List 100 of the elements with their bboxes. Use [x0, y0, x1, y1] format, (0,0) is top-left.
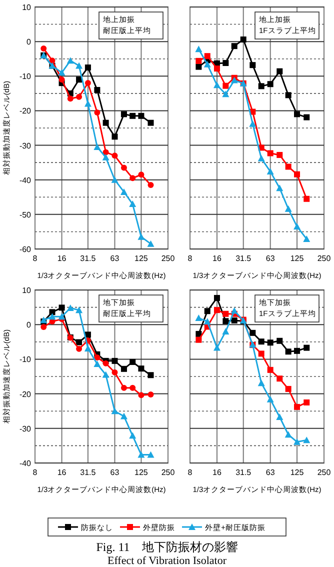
- x-tick-label: 31.5: [80, 254, 96, 263]
- point: [148, 391, 154, 398]
- point: [138, 451, 145, 458]
- point: [195, 314, 202, 322]
- x-tick-label: 63: [110, 254, 120, 263]
- point: [102, 120, 109, 126]
- point: [129, 200, 136, 208]
- point: [138, 172, 144, 178]
- point: [285, 386, 292, 392]
- point: [49, 309, 56, 316]
- point: [304, 399, 310, 406]
- point: [112, 134, 118, 140]
- y-tick-label: -40: [19, 459, 32, 468]
- point: [76, 339, 82, 346]
- point: [267, 366, 274, 373]
- point: [294, 438, 301, 445]
- x-tick-label: 31.5: [80, 468, 96, 477]
- point: [76, 306, 83, 314]
- point: [284, 431, 292, 438]
- x-tick-label: 16: [212, 254, 222, 263]
- point: [102, 154, 110, 160]
- point: [130, 384, 136, 391]
- point: [231, 43, 238, 50]
- point: [258, 350, 264, 357]
- point: [303, 235, 310, 242]
- point: [112, 369, 118, 376]
- x-tick-label: 125: [134, 468, 148, 477]
- point: [66, 304, 74, 311]
- x-tick-label: 250: [317, 254, 332, 263]
- point: [240, 36, 246, 42]
- y-tick-label: -20: [19, 390, 32, 399]
- point: [276, 376, 283, 382]
- point: [129, 432, 136, 439]
- point: [214, 307, 220, 314]
- point: [120, 164, 127, 171]
- point: [285, 348, 292, 355]
- point: [76, 62, 83, 69]
- point: [102, 371, 110, 378]
- x-tick-label: 31.5: [236, 468, 252, 477]
- point: [304, 344, 310, 351]
- point: [48, 313, 56, 320]
- x-tick-label: 16: [212, 468, 222, 477]
- y-tick-label: -40: [19, 176, 32, 185]
- point: [102, 360, 109, 366]
- point: [148, 372, 154, 378]
- point: [276, 68, 283, 74]
- point: [285, 92, 292, 98]
- x-tick-label: 8: [188, 468, 193, 477]
- y-tick-label: -60: [19, 245, 32, 254]
- point: [231, 317, 238, 324]
- y-tick-label: -10: [19, 355, 32, 364]
- x-tick-label: 125: [290, 468, 304, 477]
- point: [67, 96, 74, 102]
- point: [222, 90, 230, 98]
- point: [250, 62, 256, 68]
- x-tick-label: 250: [317, 468, 332, 477]
- point: [276, 338, 283, 344]
- point: [120, 111, 127, 118]
- y-tick-label: 0: [26, 320, 32, 330]
- point: [84, 332, 91, 338]
- point: [130, 112, 136, 119]
- point: [230, 307, 238, 314]
- point: [222, 82, 229, 89]
- point: [130, 175, 136, 182]
- point: [258, 83, 264, 90]
- point: [40, 324, 47, 330]
- point: [58, 69, 66, 76]
- y-tick-label: -10: [19, 72, 32, 82]
- point: [138, 233, 145, 240]
- point: [214, 66, 220, 72]
- y-tick-label: 10: [22, 3, 32, 12]
- point: [294, 348, 300, 354]
- y-tick-label: -30: [19, 424, 32, 434]
- point: [196, 58, 202, 64]
- point: [303, 436, 310, 444]
- point: [284, 205, 292, 212]
- point: [76, 76, 82, 83]
- point: [102, 149, 109, 156]
- point: [58, 313, 66, 320]
- point: [94, 360, 101, 368]
- x-tick-label: 250: [161, 468, 176, 477]
- point: [94, 354, 100, 360]
- point: [148, 182, 154, 188]
- point: [84, 100, 92, 107]
- x-tick-label: 125: [290, 254, 304, 263]
- point: [40, 45, 47, 52]
- y-tick-label: 0: [26, 38, 32, 47]
- text: Fig. 11 地下防振材の影響: [96, 540, 238, 554]
- x-tick-label: 16: [57, 468, 67, 477]
- point: [112, 152, 118, 159]
- point: [204, 308, 210, 314]
- point: [196, 336, 202, 343]
- point: [276, 152, 283, 158]
- point: [66, 57, 74, 64]
- point: [120, 366, 127, 372]
- y-tick-label: 10: [22, 286, 32, 295]
- point: [120, 384, 127, 391]
- point: [84, 344, 92, 352]
- y-tick-label: -50: [19, 210, 32, 220]
- point: [94, 144, 101, 150]
